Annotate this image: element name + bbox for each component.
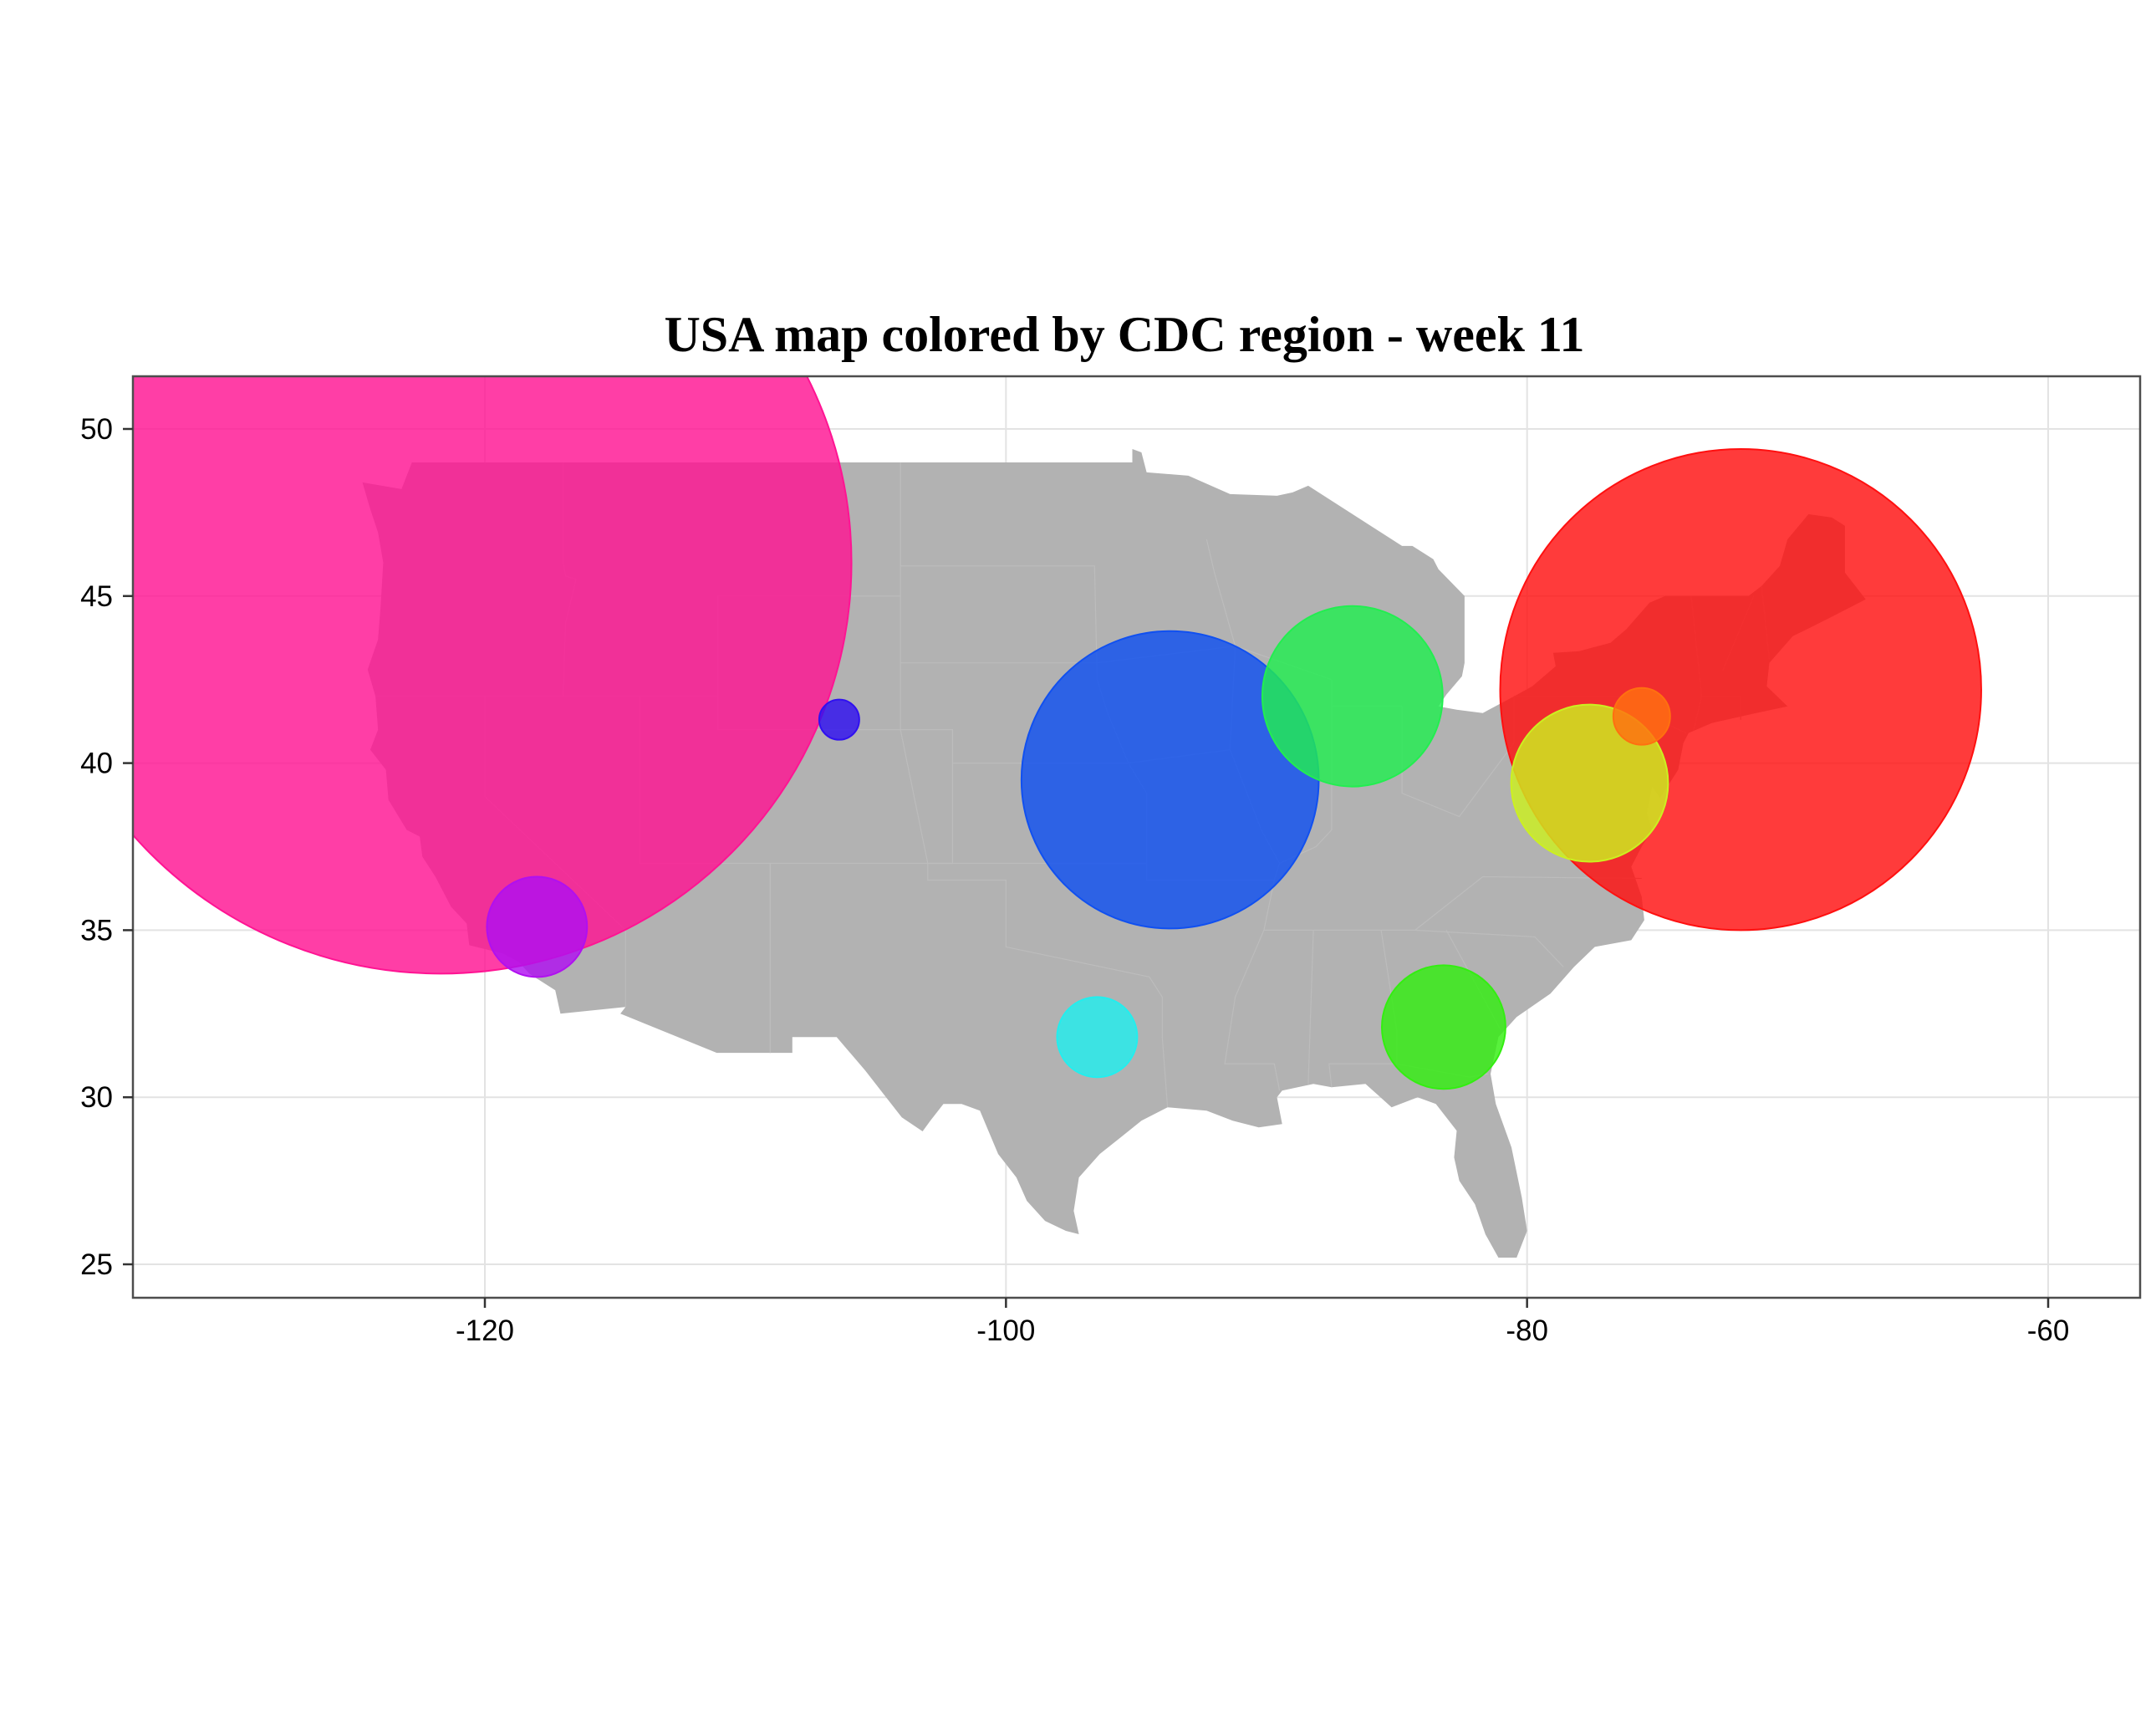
state-border-8 bbox=[769, 763, 953, 1054]
bubble-6 bbox=[486, 875, 589, 978]
y-tick-label-2: 35 bbox=[80, 914, 113, 947]
x-tick-label-3: -60 bbox=[2027, 1314, 2070, 1347]
state-border-15 bbox=[1307, 930, 1314, 1085]
bubble-8 bbox=[1612, 687, 1671, 746]
axis-ticks bbox=[123, 427, 2050, 1308]
bubble-4 bbox=[1510, 703, 1669, 863]
bubble-3 bbox=[1261, 605, 1444, 788]
x-tick-label-0: -120 bbox=[456, 1314, 514, 1347]
x-tick-label-2: -80 bbox=[1506, 1314, 1548, 1347]
bubble-9 bbox=[818, 698, 860, 741]
x-axis-labels: -120 -100 -80 -60 bbox=[456, 1314, 2069, 1347]
bubble-5 bbox=[1381, 964, 1506, 1090]
y-tick-label-0: 25 bbox=[80, 1248, 113, 1281]
state-border-19 bbox=[1414, 929, 1564, 967]
panel-border bbox=[131, 375, 2142, 1299]
x-tick-label-1: -100 bbox=[976, 1314, 1035, 1347]
y-tick-label-1: 30 bbox=[80, 1081, 113, 1114]
y-axis-labels: 25 30 35 40 45 50 bbox=[80, 413, 113, 1281]
bubble-0 bbox=[133, 376, 853, 975]
y-tick-label-5: 50 bbox=[80, 413, 113, 446]
state-border-14 bbox=[1263, 875, 1642, 931]
chart-title: USA map colored by CDC region - week 11 bbox=[664, 307, 1584, 362]
bubble-7 bbox=[1056, 996, 1139, 1079]
y-tick-label-3: 40 bbox=[80, 748, 113, 780]
y-tick-label-4: 45 bbox=[80, 580, 113, 613]
state-border-5 bbox=[900, 595, 1169, 1108]
bubbles bbox=[133, 376, 1982, 1090]
